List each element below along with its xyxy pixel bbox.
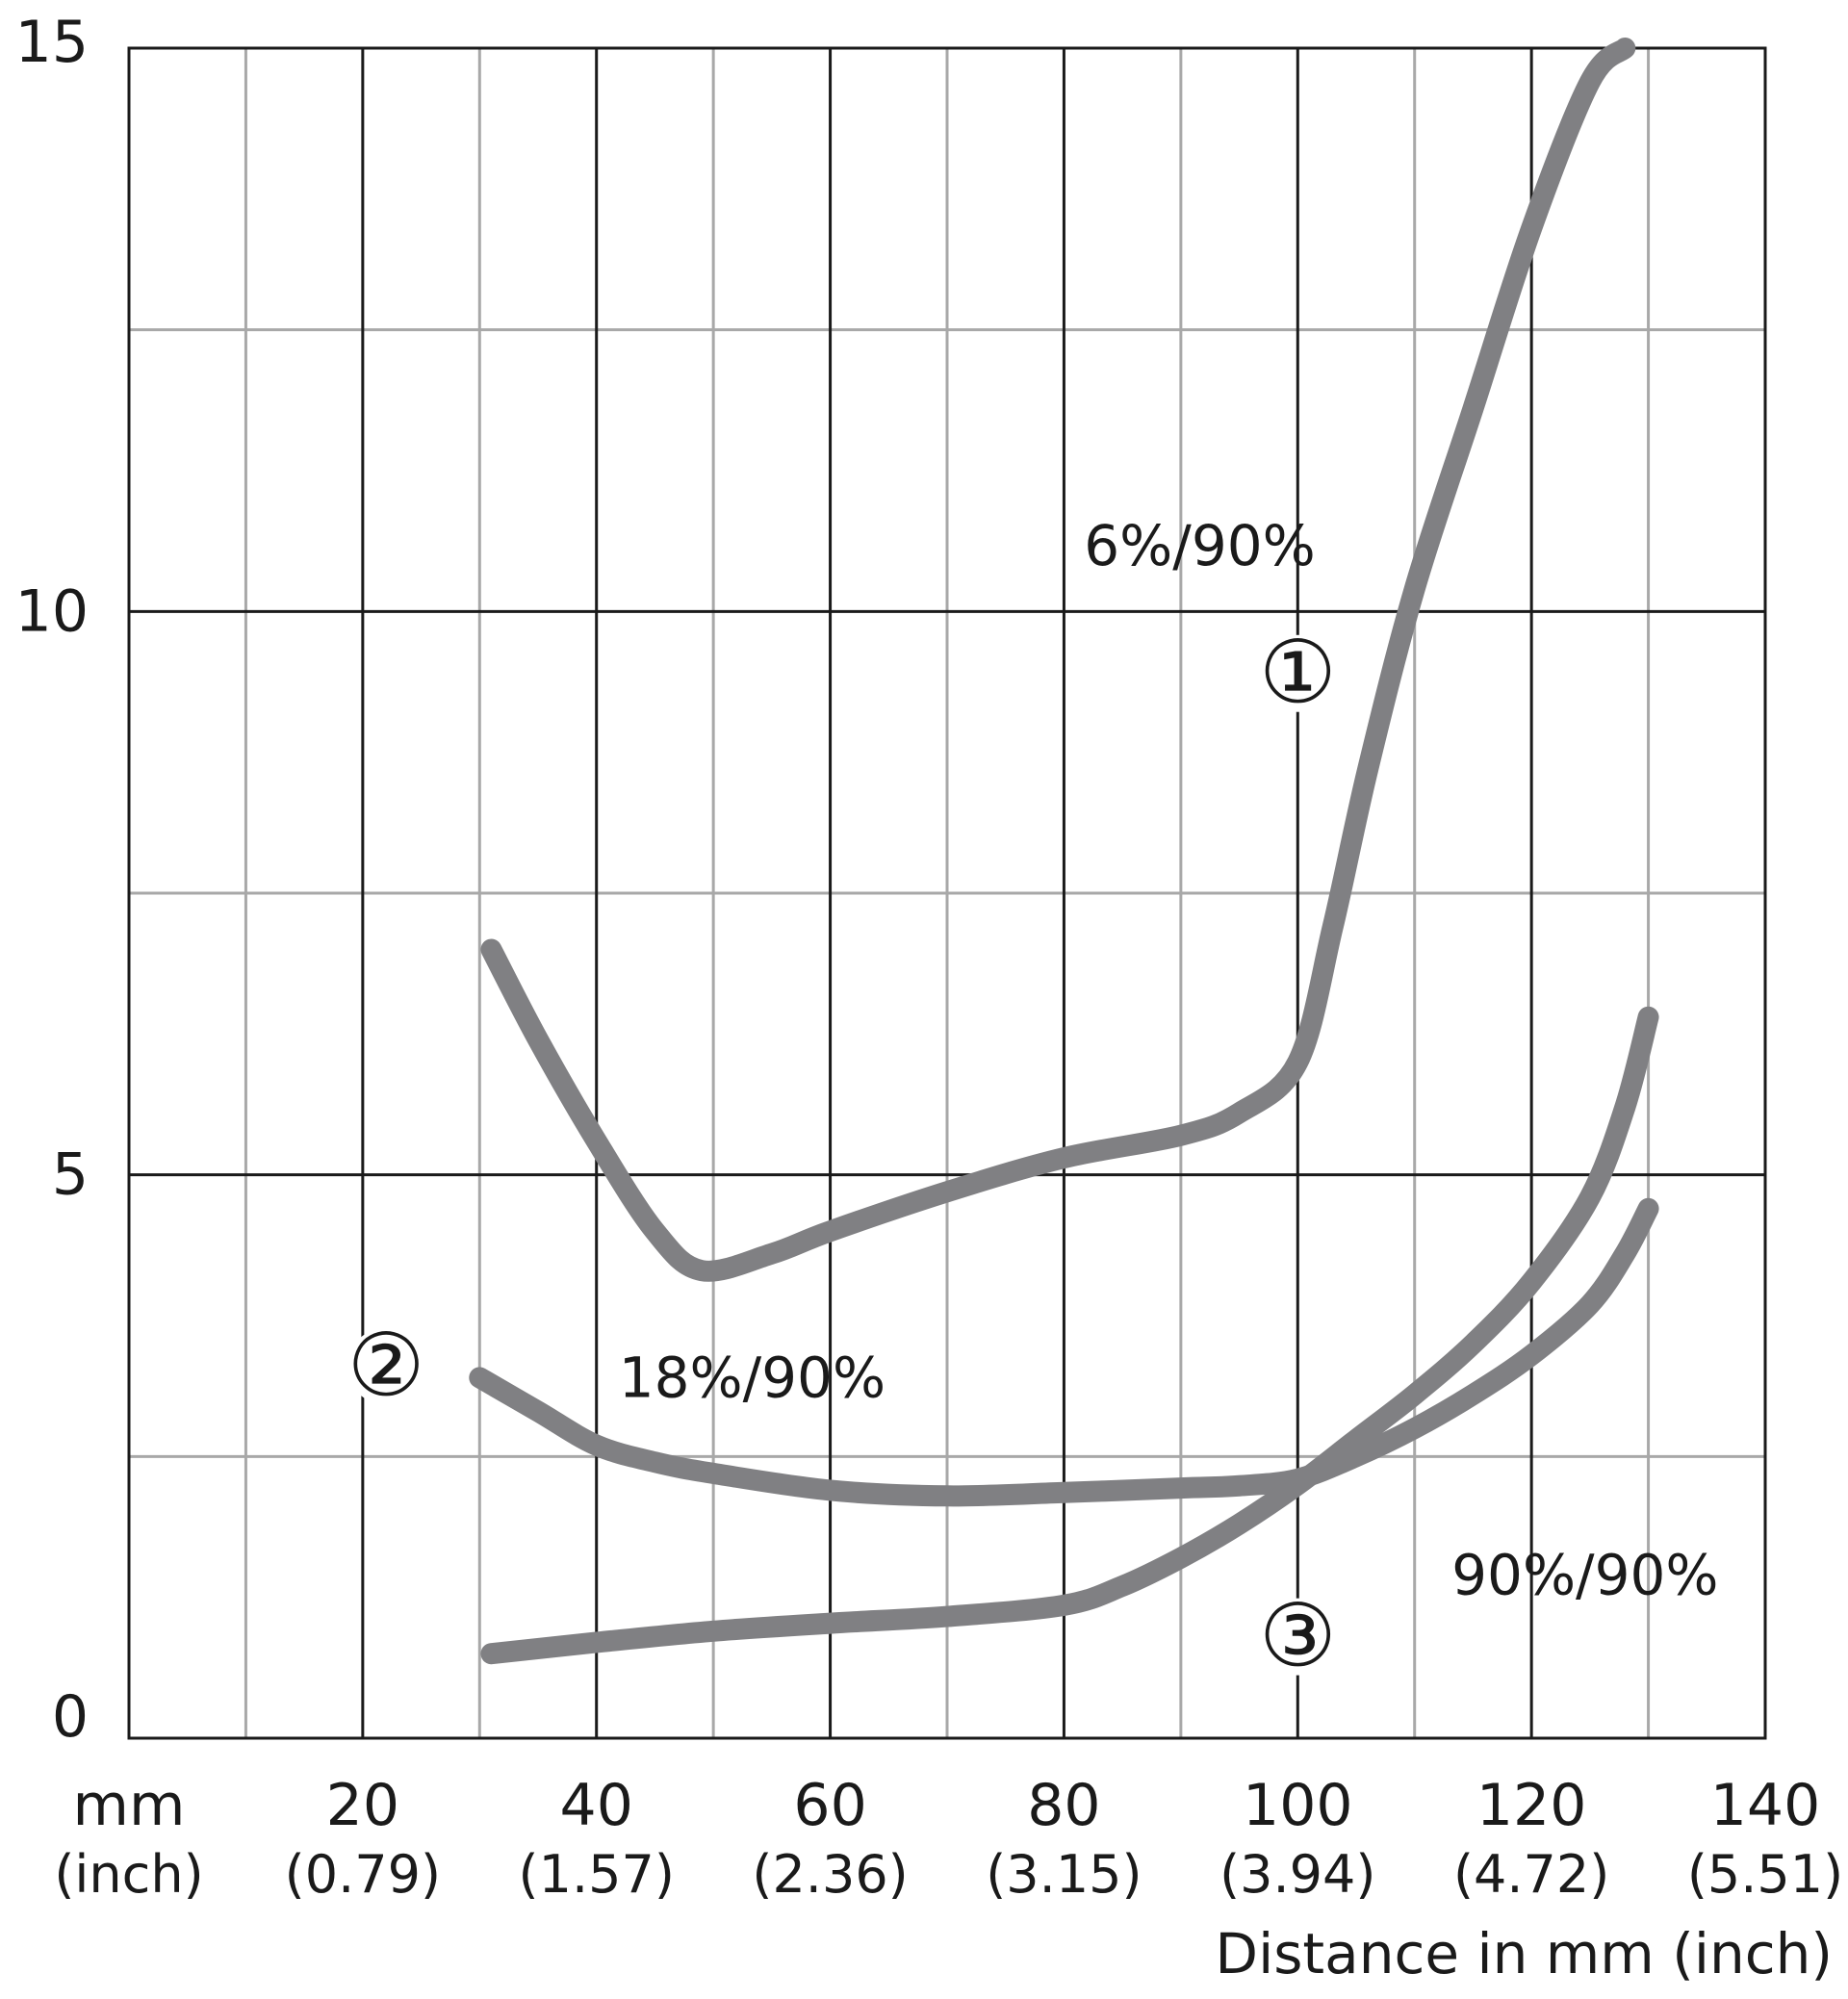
marker-circle-3	[1259, 1598, 1337, 1676]
x-tick-sublabel: (1.57)	[519, 1844, 675, 1905]
x-tick-sublabel: (2.36)	[752, 1844, 908, 1905]
x-tick-sublabel: (3.15)	[986, 1844, 1142, 1905]
y-tick-label: 5	[52, 1141, 89, 1209]
x-tick-sublabel: (4.72)	[1453, 1844, 1609, 1905]
marker-circle-1	[1259, 634, 1337, 712]
x-tick-label: 60	[793, 1772, 866, 1839]
y-tick-label: 0	[52, 1683, 89, 1751]
marker-label-2: ②	[347, 1316, 425, 1417]
x-tick-sublabel: (0.79)	[285, 1844, 441, 1905]
x-unit-label: mm	[73, 1772, 186, 1839]
marker-label-3: ③	[1259, 1586, 1337, 1687]
marker-circle-2	[347, 1327, 425, 1405]
x-tick-label: 80	[1027, 1772, 1100, 1839]
series-lines	[469, 38, 1659, 1665]
y-tick-label: 10	[15, 577, 89, 645]
series-annotation-1: 6%/90%	[1084, 513, 1315, 578]
x-tick-label: 140	[1710, 1772, 1821, 1839]
x-tick-labels: 20(0.79) 40(1.57) 60(2.36) 80(3.15) 100(3.94…	[285, 1772, 1844, 1905]
x-tick-label: 40	[560, 1772, 633, 1839]
y-tick-labels: 0 5 10 15	[15, 9, 89, 1751]
series-line-1	[480, 38, 1636, 1282]
x-unit-sublabel: (inch)	[54, 1844, 203, 1905]
marker-label-1: ①	[1259, 623, 1337, 724]
series-markers: ① ② ③	[347, 623, 1337, 1687]
x-tick-sublabel: (5.51)	[1687, 1844, 1843, 1905]
series-annotation-3: 90%/90%	[1451, 1542, 1718, 1607]
x-tick-label: 100	[1243, 1772, 1353, 1839]
x-tick-label: 20	[326, 1772, 399, 1839]
major-gridlines	[129, 48, 1765, 1738]
y-tick-label: 15	[15, 9, 89, 76]
plot-frame	[127, 46, 1767, 1740]
series-annotation-2: 18%/90%	[619, 1345, 886, 1410]
x-tick-label: 120	[1476, 1772, 1587, 1839]
x-axis-title: Distance in mm (inch)	[1215, 1921, 1833, 1986]
x-tick-sublabel: (3.94)	[1219, 1844, 1375, 1905]
series-line-3	[480, 1006, 1659, 1665]
series-line-2	[469, 1197, 1659, 1507]
series-annotations: 6%/90% 18%/90% 90%/90%	[619, 513, 1719, 1607]
